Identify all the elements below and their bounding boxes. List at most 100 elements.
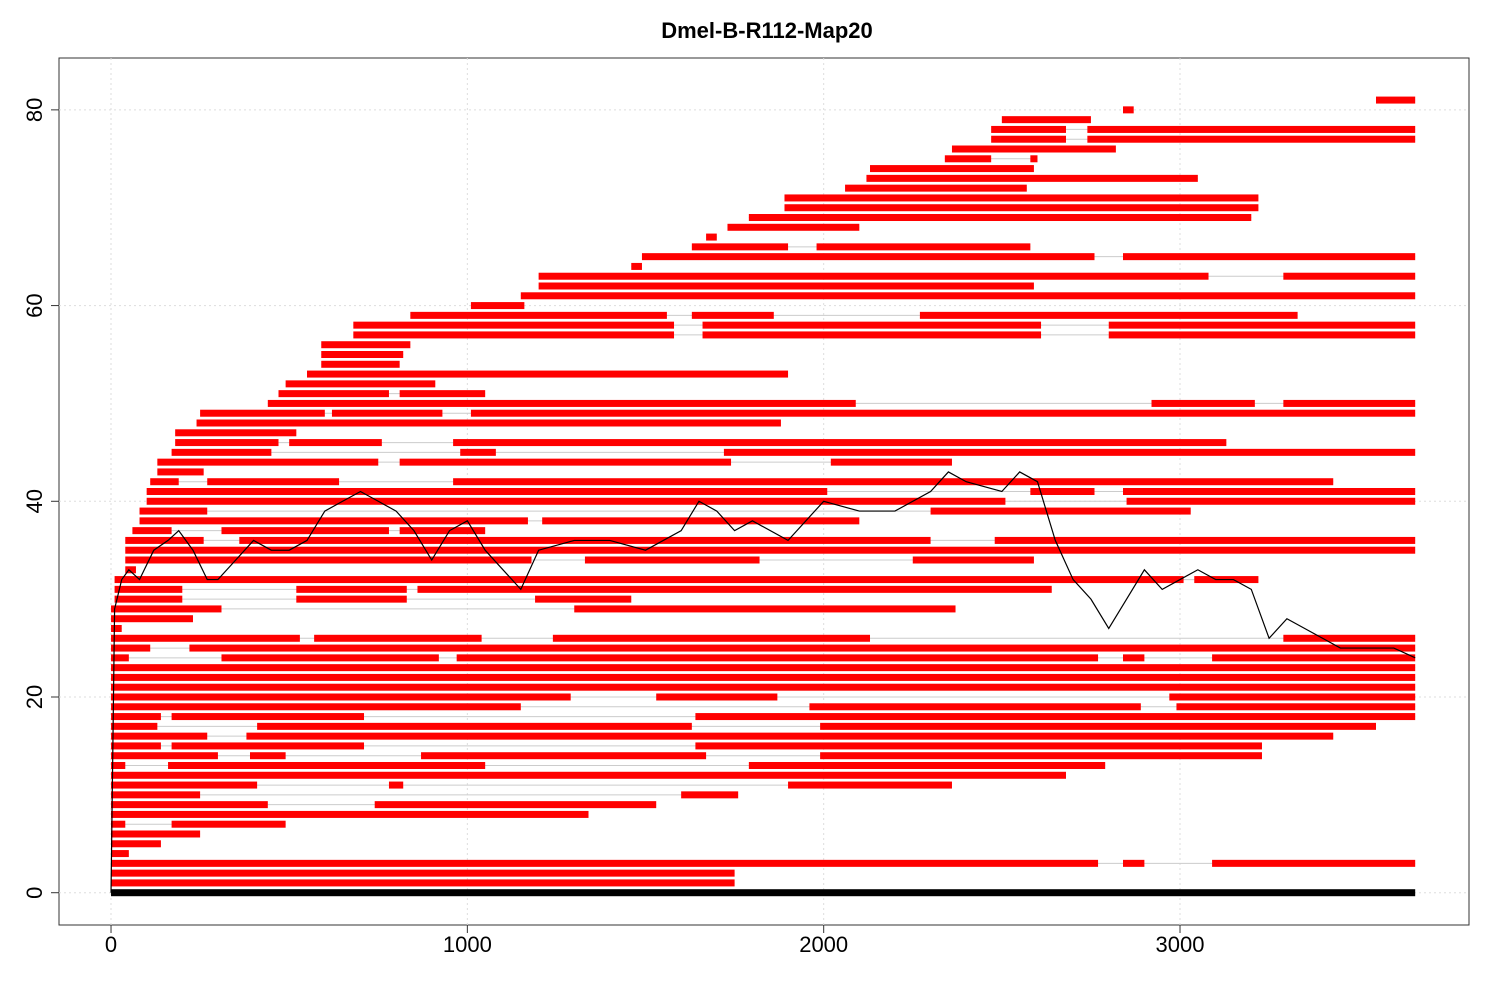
segment — [296, 585, 407, 593]
segment — [314, 634, 482, 642]
y-tick-label: 40 — [22, 489, 47, 513]
segment — [200, 409, 325, 417]
segment — [157, 468, 204, 476]
segment — [157, 458, 379, 466]
segment — [919, 311, 1298, 319]
segment — [784, 204, 1259, 212]
segment — [146, 497, 1006, 505]
segment — [111, 879, 735, 887]
chart-title: Dmel-B-R112-Map20 — [661, 18, 873, 43]
segment — [1108, 331, 1416, 339]
segment — [221, 527, 389, 535]
x-tick-label: 2000 — [799, 932, 848, 957]
segment — [111, 713, 161, 721]
segment — [520, 292, 1416, 300]
x-tick-label: 3000 — [1156, 932, 1205, 957]
segment — [111, 634, 300, 642]
segment — [702, 331, 1042, 339]
segment — [139, 517, 528, 525]
segment — [321, 360, 400, 368]
segment — [830, 458, 952, 466]
segment — [788, 781, 952, 789]
segment — [125, 536, 204, 544]
segment — [1087, 125, 1416, 133]
segment — [353, 331, 675, 339]
segment — [111, 791, 201, 799]
segment — [111, 859, 1099, 867]
segment — [820, 752, 1262, 760]
segment — [111, 673, 1416, 681]
segment — [125, 566, 136, 574]
segment — [1212, 859, 1416, 867]
segment — [784, 194, 1259, 202]
segment — [111, 752, 218, 760]
segment — [111, 820, 126, 828]
segment — [691, 311, 774, 319]
segment — [111, 654, 129, 662]
segment — [278, 390, 389, 398]
segment — [111, 801, 268, 809]
segment — [111, 683, 1416, 691]
segment — [175, 429, 297, 437]
segment — [388, 781, 404, 789]
segment — [456, 654, 1099, 662]
segment — [866, 174, 1198, 182]
segment — [399, 390, 486, 398]
segment — [417, 585, 1052, 593]
plot-frame — [58, 57, 1470, 926]
segment — [374, 801, 657, 809]
segment — [1375, 96, 1416, 104]
segment — [552, 634, 871, 642]
segment — [171, 713, 365, 721]
segment — [1151, 399, 1255, 407]
segment — [207, 478, 340, 486]
segment — [727, 223, 860, 231]
segment — [114, 585, 183, 593]
segment — [285, 380, 436, 388]
segment — [307, 370, 789, 378]
segment — [912, 556, 1034, 564]
segment — [1176, 703, 1416, 711]
segment — [111, 732, 208, 740]
segment — [171, 820, 286, 828]
segment — [695, 713, 1416, 721]
segment — [994, 536, 1416, 544]
segment — [249, 752, 286, 760]
segment — [656, 693, 778, 701]
segment — [111, 840, 161, 848]
segment — [114, 595, 183, 603]
segment — [453, 478, 1334, 486]
segment — [111, 644, 151, 652]
segment — [460, 448, 496, 456]
segment — [930, 507, 1191, 515]
segment — [289, 439, 382, 447]
segment — [171, 742, 365, 750]
segment — [748, 761, 1106, 769]
segment — [1030, 488, 1095, 495]
segment — [1126, 497, 1416, 505]
segment — [809, 703, 1141, 711]
segment — [723, 448, 1416, 456]
segment — [1123, 654, 1145, 662]
segment — [1169, 693, 1416, 701]
segment — [111, 703, 521, 711]
segment — [870, 165, 1034, 173]
segment — [111, 771, 1066, 779]
segment — [111, 624, 122, 632]
segment — [410, 311, 667, 319]
segment — [1123, 859, 1145, 867]
segment — [681, 791, 739, 799]
y-tick-label: 80 — [22, 98, 47, 122]
segment — [1283, 399, 1416, 407]
segment — [111, 693, 571, 701]
segment — [399, 527, 486, 535]
segment — [111, 664, 1416, 672]
segment — [139, 507, 208, 515]
segment — [584, 556, 760, 564]
segment — [691, 243, 789, 251]
segment — [695, 742, 1262, 750]
segment — [1212, 654, 1416, 662]
segment — [535, 595, 632, 603]
segment — [125, 556, 532, 564]
segment — [538, 282, 1034, 290]
